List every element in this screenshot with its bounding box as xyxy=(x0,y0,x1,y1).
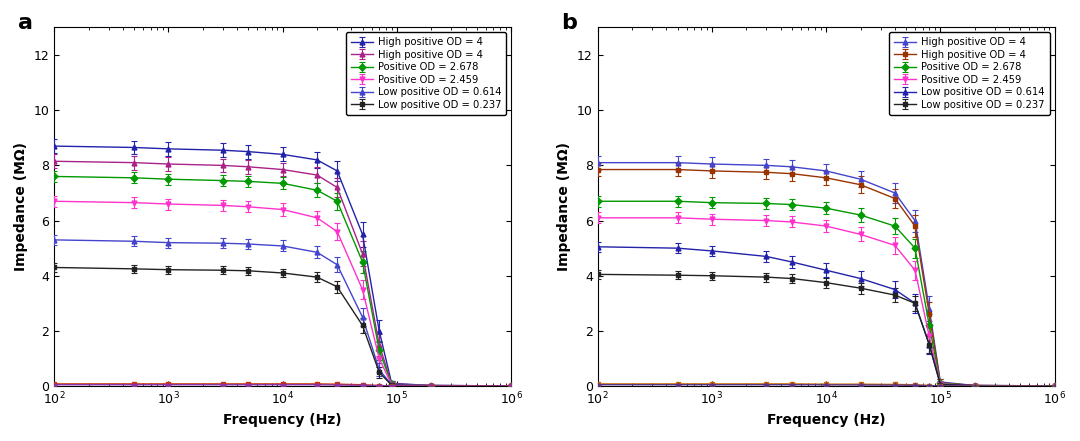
Legend: High positive OD = 4, High positive OD = 4, Positive OD = 2.678, Positive OD = 2: High positive OD = 4, High positive OD =… xyxy=(889,33,1050,115)
Text: a: a xyxy=(17,13,32,33)
Y-axis label: Impedance (MΩ): Impedance (MΩ) xyxy=(14,142,28,271)
X-axis label: Frequency (Hz): Frequency (Hz) xyxy=(767,413,886,427)
Y-axis label: Impedance (MΩ): Impedance (MΩ) xyxy=(557,142,571,271)
Legend: High positive OD = 4, High positive OD = 4, Positive OD = 2.678, Positive OD = 2: High positive OD = 4, High positive OD =… xyxy=(346,33,507,115)
Text: b: b xyxy=(562,13,577,33)
X-axis label: Frequency (Hz): Frequency (Hz) xyxy=(224,413,342,427)
